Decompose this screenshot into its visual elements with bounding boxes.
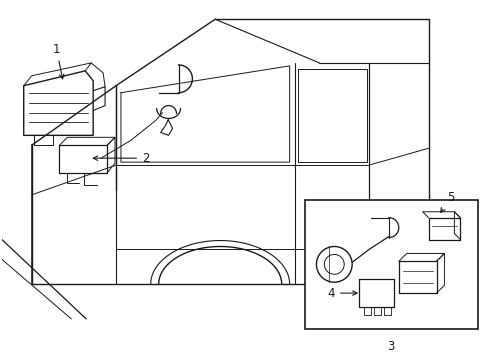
Text: 3: 3: [387, 340, 394, 353]
Circle shape: [316, 247, 351, 282]
Bar: [304, 200, 477, 329]
Text: 1: 1: [53, 42, 64, 79]
Circle shape: [324, 255, 344, 274]
Text: 4: 4: [327, 287, 356, 300]
Text: 2: 2: [93, 152, 149, 165]
Text: 5: 5: [440, 192, 453, 212]
